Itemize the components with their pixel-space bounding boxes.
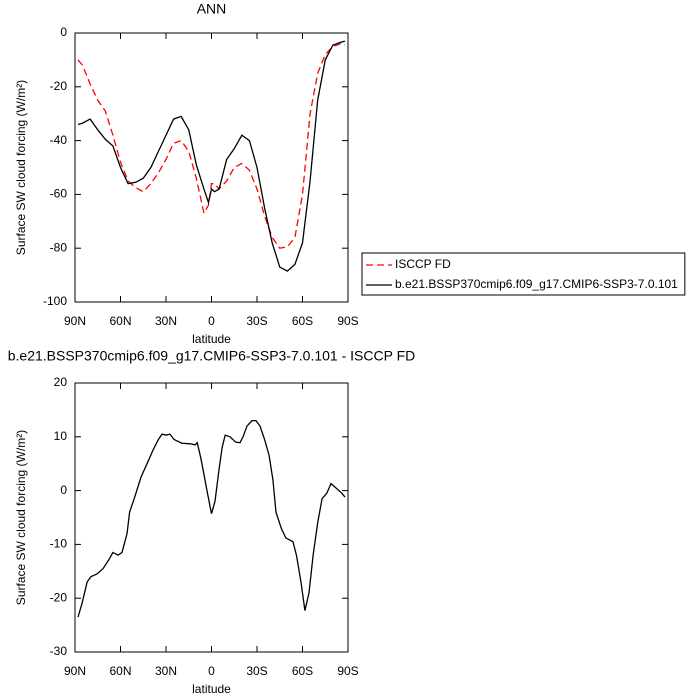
legend-label: b.e21.BSSP370cmip6.f09_g17.CMIP6-SSP3-7.…	[395, 277, 678, 291]
plot-frame	[74, 32, 349, 303]
x-tick-label: 30S	[246, 314, 267, 328]
y-tick-label: 0	[60, 483, 67, 497]
x-tick-label: 90N	[64, 314, 86, 328]
x-tick-label: 30S	[246, 664, 267, 678]
x-tick-label: 30N	[155, 664, 177, 678]
y-axis-label: Surface SW cloud forcing (W/m²)	[14, 80, 28, 255]
y-tick-label: -30	[50, 644, 68, 658]
chart-title: ANN	[197, 1, 227, 17]
x-tick-label: 0	[208, 664, 215, 678]
y-tick-label: -100	[43, 294, 67, 308]
data-line	[77, 40, 346, 272]
x-tick-label: 60S	[292, 314, 313, 328]
x-tick-label: 60N	[109, 314, 131, 328]
panel: ANN 90N 60N 30N 0 30S 60S 90S -100 -80 -60 -40 -20 0 l…	[14, 1, 686, 346]
y-tick-label: -40	[50, 133, 68, 147]
legend-frame	[361, 252, 686, 296]
plot-frame	[74, 382, 349, 653]
y-tick-label: 10	[54, 429, 68, 443]
y-axis-label: Surface SW cloud forcing (W/m²)	[14, 430, 28, 605]
x-tick-label: 60S	[292, 664, 313, 678]
x-tick-label: 30N	[155, 314, 177, 328]
y-tick-label: -10	[50, 537, 68, 551]
chart-title: b.e21.BSSP370cmip6.f09_g17.CMIP6-SSP3-7.…	[8, 348, 416, 364]
x-tick-label: 90S	[337, 664, 358, 678]
data-line	[77, 43, 346, 249]
data-line	[77, 420, 346, 618]
y-tick-label: 0	[60, 25, 67, 39]
x-tick-label: 90S	[337, 314, 358, 328]
y-tick-label: -20	[50, 590, 68, 604]
y-tick-label: -20	[50, 79, 68, 93]
x-tick-label: 60N	[109, 664, 131, 678]
panel: b.e21.BSSP370cmip6.f09_g17.CMIP6-SSP3-7.…	[8, 348, 416, 696]
x-tick-label: 0	[208, 314, 215, 328]
legend: ISCCP FD b.e21.BSSP370cmip6.f09_g17.CMIP6…	[361, 252, 686, 296]
x-tick-label: 90N	[64, 664, 86, 678]
y-tick-label: -60	[50, 187, 68, 201]
y-tick-label: -80	[50, 240, 68, 254]
x-axis-label: latitude	[192, 332, 231, 346]
x-axis-label: latitude	[192, 682, 231, 696]
y-tick-label: 20	[54, 375, 68, 389]
legend-label: ISCCP FD	[395, 257, 451, 271]
